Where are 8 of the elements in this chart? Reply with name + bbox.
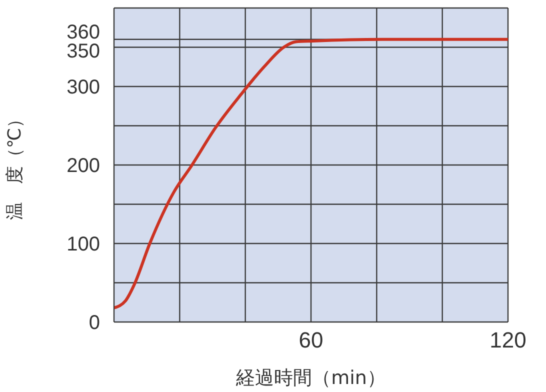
y-tick-label: 200 — [66, 155, 100, 178]
x-axis-title: 経過時間（min） — [235, 367, 386, 389]
y-tick-label: 100 — [66, 234, 100, 256]
x-tick-label: 120 — [490, 328, 526, 353]
y-tick-label: 0 — [88, 312, 100, 334]
y-tick-label: 300 — [66, 76, 100, 99]
y-axis-title: 温 度（℃） — [4, 110, 26, 220]
x-tick-label: 60 — [298, 328, 324, 353]
